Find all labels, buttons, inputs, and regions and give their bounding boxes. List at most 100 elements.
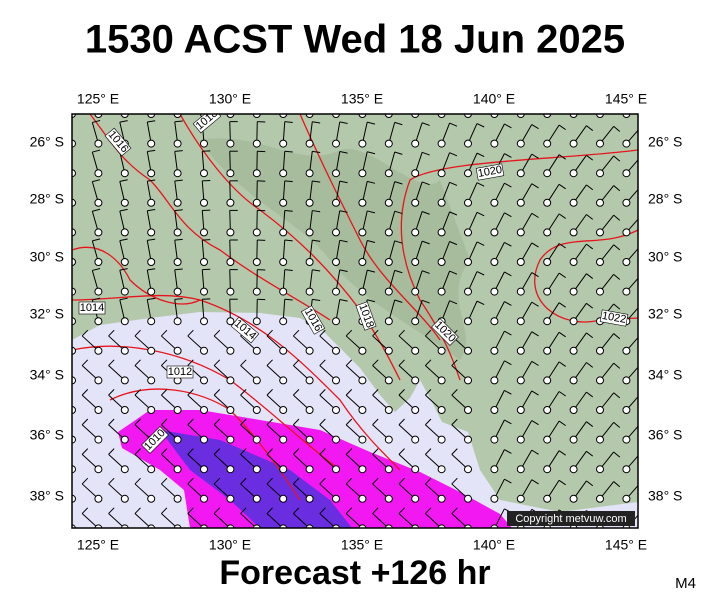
station [226,376,235,385]
wind-barb [319,418,326,426]
station [543,317,552,326]
station [252,169,261,178]
station [305,524,314,528]
wind-barb [81,448,89,455]
wind-barb [161,359,168,366]
wind-barb [92,267,101,271]
wind-barb [72,171,73,174]
wind-barb [147,149,156,153]
station [279,198,288,207]
station [384,114,393,118]
wind-barb [558,124,566,131]
wind-barb [425,389,432,396]
wind-barb [92,119,101,123]
station [173,524,182,528]
wind-barb [451,448,458,455]
station [358,228,367,237]
station [94,465,103,474]
station [226,406,235,414]
wind-barb [641,453,647,458]
station [411,346,420,355]
station [490,287,499,296]
wind-barb [476,211,485,217]
station [305,494,314,503]
station [543,435,552,444]
station [200,524,208,528]
station [411,376,420,385]
station [120,494,129,503]
wind-barb [345,448,353,455]
station [490,139,499,148]
station [384,139,393,148]
station [596,169,604,178]
lat-label: 38° S [648,488,682,504]
station [72,376,76,385]
wind-barb [240,359,247,366]
station [147,465,156,474]
wind-barb [339,210,348,213]
wind-barb [175,91,183,92]
station [569,139,578,148]
wind-barb [81,477,89,485]
station [384,258,393,266]
station [596,139,604,148]
station [464,435,472,444]
station [516,406,525,414]
wind-barb [284,239,293,242]
wind-barb [586,125,594,131]
station [200,198,208,207]
station [200,258,208,266]
wind-barb [398,507,405,514]
station [279,465,288,474]
wind-barb [449,270,458,275]
wind-barb [451,418,458,426]
wind-barb [613,214,621,221]
lat-label: 30° S [30,249,64,265]
wind-barb [174,150,183,152]
wind-barb [240,389,247,396]
wind-barb [586,391,594,398]
station [490,258,499,266]
wind-barb [415,114,416,115]
wind-barb [531,449,539,455]
wind-barb [284,209,293,212]
station [120,376,129,385]
wind-barb [425,359,432,366]
isobar-label-bg [192,114,222,134]
station [516,139,525,148]
station [252,114,261,118]
station [358,114,367,118]
wind-barb [293,477,300,485]
isobar-label-bg [475,163,505,181]
station [411,435,420,444]
wind-barb [531,390,539,396]
station [332,287,340,296]
station [464,376,472,385]
wind-barb [108,507,115,514]
lat-label: 32° S [648,306,682,322]
station [622,406,631,414]
wind-barb [108,389,115,396]
station [569,287,578,296]
wind-barb [120,91,128,93]
station [437,346,446,355]
wind-barb [476,271,485,276]
station [173,287,182,296]
lat-label: 30° S [648,249,682,265]
station [120,406,129,414]
wind-barb [213,329,221,337]
wind-barb [394,299,403,303]
station [543,494,552,503]
wind-stations [72,91,647,528]
station [358,198,367,207]
wind-barb [531,331,539,337]
wind-barb [372,448,379,455]
station [622,228,631,237]
wind-barb [558,391,566,397]
wind-barb [92,238,101,242]
station [200,228,208,237]
wind-barb [293,329,300,337]
station [622,169,631,178]
station [173,346,182,355]
